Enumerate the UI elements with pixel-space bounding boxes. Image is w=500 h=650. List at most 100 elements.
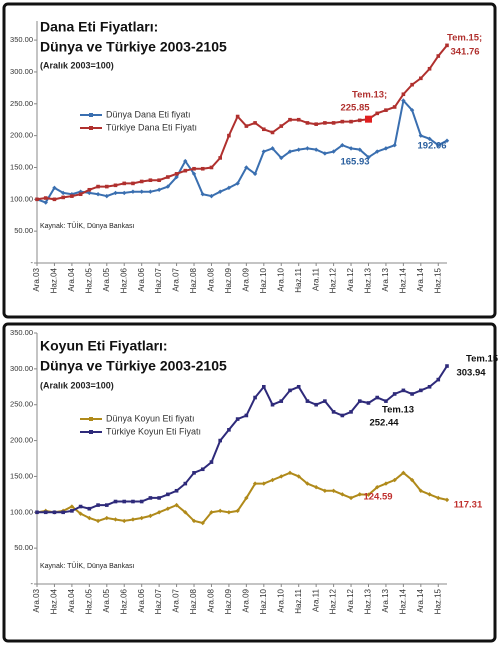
point-marker [384, 108, 388, 112]
point-marker [52, 197, 57, 202]
point-marker [78, 192, 83, 197]
point-marker [262, 384, 266, 389]
x-tick-label: Ara.04 [67, 588, 76, 612]
point-marker [113, 499, 118, 504]
point-marker [183, 158, 188, 164]
annotation: Tem.15 [466, 354, 499, 365]
source: Kaynak: TÜİK, Dünya Bankası [40, 221, 134, 230]
point-marker [419, 388, 423, 393]
point-marker [87, 506, 92, 511]
point-marker [60, 190, 66, 196]
point-marker [235, 114, 240, 119]
point-marker [288, 388, 292, 393]
point-marker [401, 388, 406, 393]
point-marker [261, 481, 267, 486]
point-marker [322, 151, 328, 156]
y-tick-label: 250.00 [10, 99, 33, 108]
point-marker [61, 510, 65, 515]
point-marker [427, 492, 432, 497]
point-marker [252, 171, 258, 177]
point-marker [226, 510, 232, 515]
point-marker [392, 477, 397, 483]
point-marker [444, 138, 450, 143]
y-tick-label: 150.00 [10, 471, 33, 480]
point-marker [165, 184, 171, 189]
point-marker [174, 172, 179, 176]
point-marker [401, 98, 406, 103]
point-marker [130, 517, 136, 522]
point-marker [331, 488, 336, 493]
x-tick-label: Haz.13 [364, 267, 373, 293]
point-marker [61, 195, 65, 200]
point-marker [436, 54, 441, 58]
point-marker [270, 402, 275, 407]
point-marker [131, 181, 135, 186]
chart-note: (Aralık 2003=100) [40, 60, 114, 70]
point-marker [183, 168, 188, 173]
x-tick-label: Haz.14 [398, 588, 407, 614]
point-marker [87, 190, 92, 196]
x-tick-label: Haz.08 [189, 267, 198, 293]
x-tick-label: Ara.08 [207, 267, 216, 291]
legend-swatch [89, 430, 93, 434]
point-marker [401, 92, 406, 97]
point-marker [445, 364, 449, 368]
point-marker [384, 399, 388, 403]
point-marker [122, 181, 127, 186]
annotation: Tem.13; [352, 90, 387, 101]
chart-title: Koyun Eti Fiyatları: [40, 338, 168, 354]
point-marker [87, 187, 92, 192]
point-marker [209, 510, 214, 515]
point-marker [148, 178, 153, 183]
point-marker [148, 496, 153, 500]
point-marker [410, 82, 414, 87]
annotation: Tem.13 [382, 405, 414, 416]
point-marker [113, 517, 118, 522]
frame [2, 2, 497, 319]
point-marker [157, 178, 161, 183]
source: Kaynak: TÜİK, Dünya Bankası [40, 561, 134, 570]
point-marker [427, 136, 432, 142]
point-marker [139, 515, 144, 521]
point-marker [305, 399, 310, 403]
point-marker [296, 474, 301, 479]
legend-swatch [89, 113, 93, 117]
point-marker [122, 518, 127, 524]
point-marker [191, 518, 197, 524]
point-marker [227, 133, 231, 138]
point-marker [313, 484, 319, 490]
point-marker [148, 513, 153, 519]
x-tick-label: Ara.14 [416, 267, 425, 291]
point-marker [165, 506, 171, 511]
legend-swatch [89, 126, 93, 130]
point-marker [313, 147, 319, 152]
point-marker [357, 399, 362, 403]
point-marker [305, 121, 310, 125]
point-marker [104, 184, 109, 189]
point-marker [200, 166, 205, 171]
data-label: 117.31 [454, 500, 483, 511]
point-marker [78, 511, 83, 516]
point-marker [296, 117, 301, 122]
x-tick-label: Haz.12 [329, 267, 338, 293]
point-marker [192, 471, 196, 475]
point-marker [209, 165, 214, 170]
x-tick-label: Haz.04 [50, 588, 59, 614]
point-marker [139, 179, 144, 184]
point-marker [375, 111, 380, 116]
point-marker [366, 492, 371, 497]
point-marker [331, 149, 336, 154]
y-tick-label: 200.00 [10, 131, 33, 140]
x-tick-label: Haz.09 [224, 588, 233, 614]
point-marker [43, 196, 48, 200]
point-marker [35, 197, 39, 202]
x-tick-label: Haz.10 [259, 588, 268, 614]
point-marker [87, 515, 92, 521]
point-marker [226, 185, 232, 191]
x-tick-label: Haz.15 [433, 267, 442, 293]
x-tick-label: Haz.13 [364, 588, 373, 614]
x-tick-label: Haz.08 [189, 588, 198, 614]
point-marker [209, 193, 214, 199]
point-marker [427, 384, 432, 389]
point-marker [227, 428, 231, 432]
